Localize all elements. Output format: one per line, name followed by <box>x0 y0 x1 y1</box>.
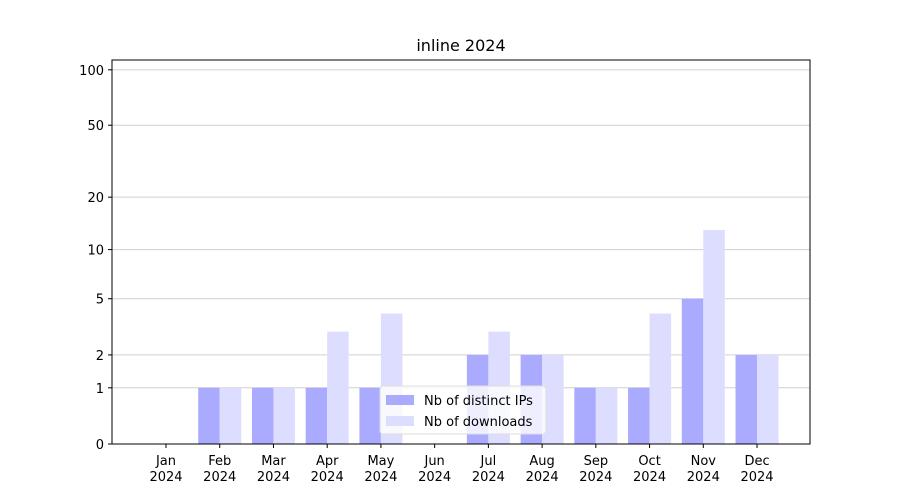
bar <box>735 354 758 444</box>
y-tick-label: 5 <box>96 293 104 308</box>
bar <box>251 387 274 444</box>
y-tick-label: 0 <box>96 438 104 453</box>
bar <box>305 387 328 444</box>
bar <box>757 354 779 444</box>
legend: Nb of distinct IPs Nb of downloads <box>379 385 547 435</box>
x-tick-label: Feb 2024 <box>203 454 236 485</box>
y-tick-label: 100 <box>79 64 104 79</box>
x-tick-label: Oct 2024 <box>633 454 666 485</box>
bar <box>595 387 618 444</box>
bar <box>219 387 242 444</box>
y-tick-label: 20 <box>87 191 104 206</box>
x-tick-label: Aug 2024 <box>526 454 559 485</box>
bar <box>703 230 725 444</box>
bar <box>327 331 349 444</box>
x-tick-label: Sep 2024 <box>579 454 612 485</box>
x-tick-label: Jan 2024 <box>149 454 182 485</box>
plot-frame <box>111 59 811 445</box>
x-tick-label: Jul 2024 <box>472 454 505 485</box>
x-tick-label: Mar 2024 <box>257 454 290 485</box>
x-tick-label: May 2024 <box>364 454 397 485</box>
bar <box>542 354 564 444</box>
legend-swatch <box>386 416 414 426</box>
legend-label: Nb of distinct IPs <box>424 394 533 409</box>
bar <box>574 387 596 444</box>
y-tick-label: 10 <box>87 244 104 259</box>
legend-box <box>379 385 547 435</box>
x-tick-label: Nov 2024 <box>687 454 720 485</box>
legend-label: Nb of downloads <box>424 415 533 430</box>
x-tick-label: Apr 2024 <box>311 454 344 485</box>
y-tick-label: 2 <box>96 349 104 364</box>
bar <box>628 387 650 444</box>
y-tick-label: 1 <box>96 382 104 397</box>
x-tick-label: Dec 2024 <box>740 454 773 485</box>
x-tick-label: Jun 2024 <box>418 454 451 485</box>
bar <box>198 387 220 444</box>
legend-swatch <box>386 395 414 405</box>
bar <box>681 298 704 444</box>
bar <box>273 387 295 444</box>
chart-title: inline 2024 <box>416 36 505 55</box>
y-tick-label: 50 <box>87 119 104 134</box>
bar <box>649 313 672 444</box>
bar <box>359 387 381 444</box>
